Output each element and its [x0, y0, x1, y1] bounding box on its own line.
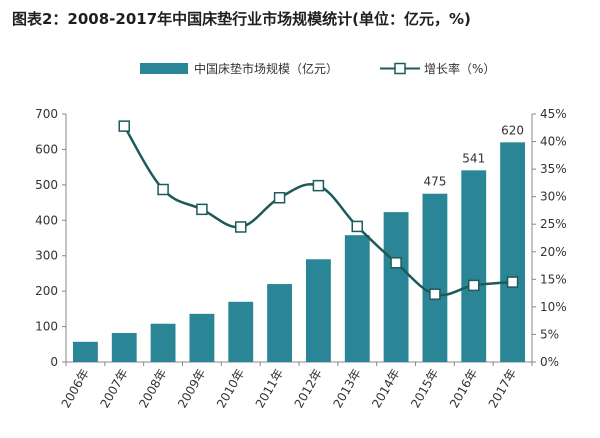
x-axis-tick-label: 2009年 [175, 367, 208, 411]
left-axis-tick-label: 400 [35, 213, 58, 227]
legend-line-label: 增长率（%） [424, 61, 495, 76]
right-axis-tick-label: 10% [540, 300, 567, 314]
left-axis-tick-label: 500 [35, 178, 58, 192]
growth-rate-marker [273, 192, 286, 204]
right-axis: 0% 5% 10% 15% 20% 25% 30% 35% 40% 45% [531, 107, 567, 369]
x-axis-tick-label: 2007年 [97, 367, 130, 411]
bar [422, 193, 448, 362]
bar [150, 323, 176, 362]
left-axis: 0 100 200 300 400 500 600 700 [35, 107, 67, 369]
bar [228, 301, 254, 362]
growth-rate-marker [390, 257, 402, 269]
bar-data-labels: 475 541 620 [423, 123, 524, 188]
bar [500, 142, 526, 362]
legend-bar-label: 中国床垫市场规模（亿元） [194, 61, 338, 76]
right-axis-tick-label: 0% [540, 355, 559, 369]
right-axis-tick-label: 5% [540, 327, 559, 341]
bar [189, 313, 215, 362]
bar-series [72, 142, 526, 362]
left-axis-tick-label: 200 [35, 284, 58, 298]
left-axis-tick-label: 700 [35, 107, 58, 121]
growth-rate-marker [468, 279, 480, 292]
growth-rate-marker [351, 220, 363, 233]
bar-data-label: 475 [423, 175, 446, 189]
bar [344, 235, 370, 362]
bar [305, 259, 331, 362]
x-axis-tick-label: 2013年 [330, 367, 363, 411]
growth-rate-marker [312, 179, 325, 192]
right-axis-tick-label: 15% [540, 272, 567, 286]
x-axis-tick-label: 2008年 [136, 367, 169, 411]
bar-data-label: 620 [501, 123, 524, 137]
bar-data-label: 541 [462, 151, 485, 165]
left-axis-tick-label: 600 [35, 142, 58, 156]
legend: 中国床垫市场规模（亿元） 增长率（%） [140, 61, 495, 76]
bar [111, 332, 137, 362]
left-axis-tick-label: 0 [50, 355, 58, 369]
x-axis-tick-label: 2014年 [369, 367, 402, 411]
growth-rate-marker [429, 288, 441, 300]
x-axis-tick-label: 2017年 [486, 367, 519, 411]
growth-rate-marker [196, 203, 208, 216]
right-axis-tick-label: 45% [540, 107, 567, 121]
x-axis-tick-label: 2006年 [59, 367, 92, 411]
right-axis-tick-label: 40% [540, 135, 567, 149]
x-axis-tick-label: 2012年 [292, 367, 325, 411]
x-axis-tick-label: 2015年 [408, 367, 441, 411]
growth-rate-marker [157, 183, 169, 196]
bar [267, 284, 293, 362]
right-axis-tick-label: 35% [540, 162, 567, 176]
right-axis-tick-label: 30% [540, 190, 567, 204]
x-axis-tick-label: 2010年 [214, 367, 247, 411]
x-axis-tick-label: 2011年 [253, 367, 286, 411]
x-axis-tick-label: 2016年 [447, 367, 480, 411]
growth-rate-marker [118, 120, 130, 132]
x-axis: 2006年 2007年 2008年 2009年 2010年 2011年 2012年 2013年… [59, 361, 533, 411]
line-series [118, 120, 519, 300]
bar [383, 212, 409, 362]
right-axis-tick-label: 20% [540, 245, 567, 259]
legend-bar-swatch [140, 63, 188, 74]
chart-title: 图表2：2008-2017年中国床垫行业市场规模统计(单位：亿元，%) [12, 10, 471, 28]
right-axis-tick-label: 25% [540, 217, 567, 231]
bar [72, 341, 98, 362]
bar [461, 170, 487, 362]
legend-line-marker [394, 62, 406, 75]
growth-rate-marker [235, 221, 247, 233]
left-axis-tick-label: 100 [35, 320, 58, 334]
left-axis-tick-label: 300 [35, 249, 58, 263]
growth-rate-marker [506, 276, 519, 288]
